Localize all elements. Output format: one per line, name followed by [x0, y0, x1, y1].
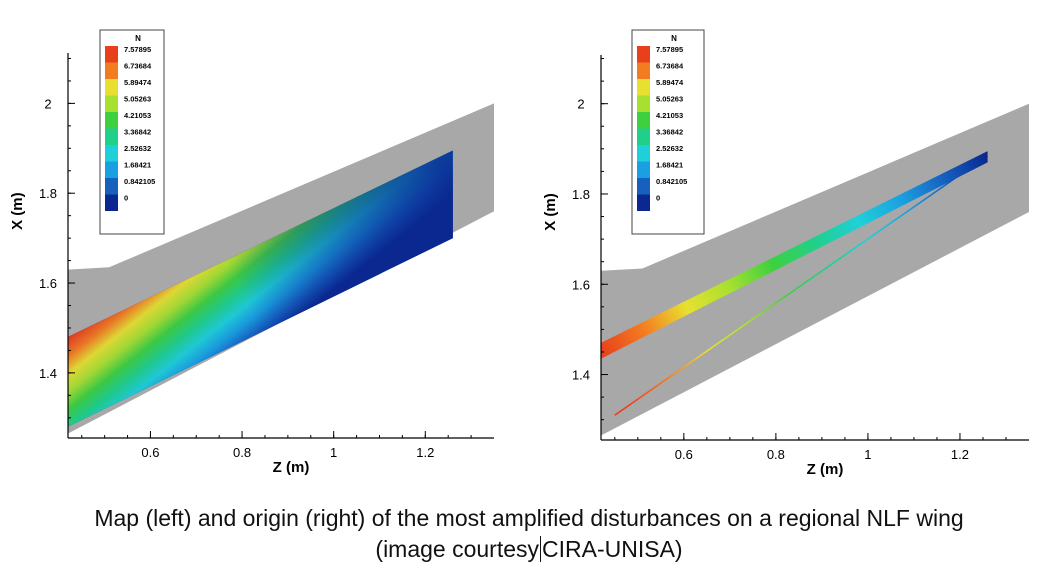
legend-swatch	[637, 145, 650, 162]
chart-left-svg: 0.6 0.8 1 1.2 1.4 1.6 1.8 2 Z (m) X (m) N 7.57895 6.…	[9, 29, 494, 476]
figure-caption-line1: Map (left) and origin (right) of the mos…	[94, 505, 964, 531]
legend-level-label: 0	[656, 194, 660, 203]
x-axis-label: Z (m)	[273, 459, 310, 476]
y-tick-label: 1.6	[572, 277, 590, 292]
caption-text-after: CIRA-UNISA)	[542, 536, 683, 562]
text-cursor	[540, 536, 542, 562]
y-axis-label: X (m)	[542, 193, 559, 231]
legend-level-label: 2.52632	[124, 144, 151, 153]
legend-swatch	[637, 161, 650, 178]
legend-swatch	[637, 46, 650, 63]
legend-swatch	[105, 79, 118, 96]
legend-level-label: 5.05263	[124, 95, 151, 104]
origin-line	[614, 154, 989, 416]
legend-level-label: 1.68421	[124, 161, 151, 170]
legend-level-label: 4.21053	[124, 111, 151, 120]
y-tick-label: 1.4	[39, 366, 57, 381]
y-tick-label: 1.8	[39, 186, 57, 201]
x-axis-label: Z (m)	[807, 461, 844, 478]
figure-caption-line2: (image courtesy CIRA-UNISA)	[0, 536, 1058, 563]
legend-swatch	[637, 194, 650, 211]
x-tick-label: 1	[330, 445, 337, 460]
legend-swatch	[105, 62, 118, 79]
y-tick-label: 1.4	[572, 368, 590, 383]
y-tick-label: 2	[577, 97, 584, 112]
legend-level-label: 0.842105	[656, 177, 687, 186]
x-tick-label: 1	[864, 447, 871, 462]
legend-swatch	[637, 79, 650, 96]
legend-title: N	[135, 34, 141, 43]
legend-level-label: 7.57895	[124, 45, 151, 54]
legend-title: N	[671, 34, 677, 43]
chart-right-svg: 0.6 0.8 1 1.2 1.4 1.6 1.8 2 Z (m) X (m) N 7.57895 6.…	[542, 29, 1029, 478]
chart-right: 0.6 0.8 1 1.2 1.4 1.6 1.8 2 Z (m) X (m) N 7.57895 6.…	[529, 0, 1058, 490]
legend-level-label: 3.36842	[124, 128, 151, 137]
legend-swatch	[105, 112, 118, 129]
legend-level-label: 1.68421	[656, 161, 683, 170]
legend-level-label: 6.73684	[124, 62, 152, 71]
legend-level-label: 5.89474	[656, 78, 684, 87]
x-tick-label: 0.8	[767, 447, 785, 462]
legend-level-label: 4.21053	[656, 111, 683, 120]
y-tick-label: 1.8	[572, 187, 590, 202]
x-tick-label: 1.2	[951, 447, 969, 462]
x-tick-label: 0.8	[233, 445, 251, 460]
y-tick-label: 2	[44, 96, 51, 111]
x-tick-label: 0.6	[141, 445, 159, 460]
legend-swatch	[105, 145, 118, 162]
x-tick-label: 0.6	[675, 447, 693, 462]
contour-tip-shading	[68, 150, 453, 427]
legend-level-label: 7.57895	[656, 45, 683, 54]
legend-level-label: 0	[124, 194, 128, 203]
legend-swatch	[105, 46, 118, 63]
legend-swatch	[637, 112, 650, 129]
legend-swatch	[637, 62, 650, 79]
legend-swatch	[105, 194, 118, 211]
legend-swatch	[105, 95, 118, 112]
legend-swatch	[105, 178, 118, 195]
legend-swatch	[105, 128, 118, 145]
x-tick-label: 1.2	[416, 445, 434, 460]
caption-text-before: (image courtesy	[375, 536, 540, 562]
legend-level-label: 3.36842	[656, 128, 683, 137]
legend-level-label: 0.842105	[124, 177, 155, 186]
legend-swatch	[637, 128, 650, 145]
y-axis-label: X (m)	[9, 192, 26, 230]
amplified-band	[601, 151, 988, 359]
legend-swatch	[105, 161, 118, 178]
legend-swatch	[637, 95, 650, 112]
legend-level-label: 2.52632	[656, 144, 683, 153]
legend-swatch	[637, 178, 650, 195]
legend-level-label: 6.73684	[656, 62, 684, 71]
chart-left: 0.6 0.8 1 1.2 1.4 1.6 1.8 2 Z (m) X (m) N 7.57895 6.…	[0, 0, 529, 490]
legend-level-label: 5.89474	[124, 78, 152, 87]
y-tick-label: 1.6	[39, 276, 57, 291]
legend-level-label: 5.05263	[656, 95, 683, 104]
